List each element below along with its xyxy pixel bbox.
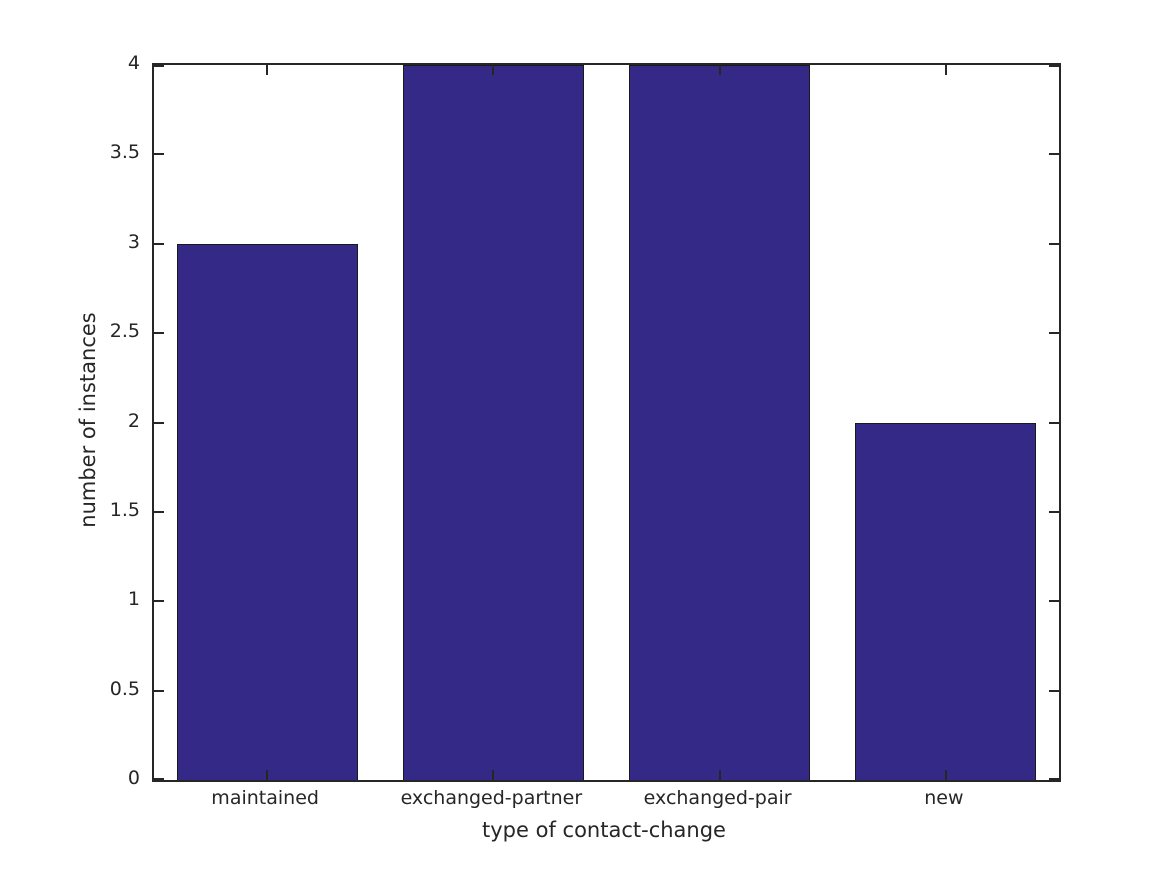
x-tick-bottom — [266, 770, 269, 780]
y-tick-right — [1049, 689, 1059, 692]
y-tick-left — [154, 65, 164, 67]
x-tick-top — [944, 65, 947, 75]
x-tick-label: maintained — [211, 787, 319, 809]
y-tick-right — [1049, 332, 1059, 335]
x-tick-label: exchanged-partner — [400, 787, 583, 809]
bar-maintained — [176, 243, 358, 780]
y-tick-right — [1049, 510, 1059, 513]
x-tick-top — [266, 65, 269, 75]
y-tick-label: 4 — [127, 52, 140, 74]
y-tick-right — [1049, 778, 1059, 780]
y-tick-label: 2.5 — [109, 320, 140, 343]
x-tick-label: new — [924, 787, 964, 809]
y-tick-right — [1049, 421, 1059, 424]
y-tick-label: 0.5 — [109, 677, 140, 700]
x-axis-label: type of contact-change — [482, 818, 726, 842]
y-tick-label: 3.5 — [109, 141, 140, 164]
y-tick-left — [154, 600, 164, 603]
x-tick-bottom — [944, 770, 947, 780]
x-tick-bottom — [718, 770, 721, 780]
y-tick-right — [1049, 153, 1059, 156]
y-tick-left — [154, 421, 164, 424]
y-tick-label: 0 — [127, 767, 140, 789]
y-tick-left — [154, 153, 164, 156]
x-tick-label: exchanged-pair — [643, 787, 792, 809]
x-tick-top — [492, 65, 495, 75]
plot-area — [152, 63, 1061, 782]
x-tick-top — [718, 65, 721, 75]
y-tick-left — [154, 689, 164, 692]
y-tick-left — [154, 778, 164, 780]
y-tick-label: 1 — [127, 588, 140, 611]
y-tick-left — [154, 510, 164, 513]
bar-new — [855, 422, 1037, 780]
y-tick-left — [154, 332, 164, 335]
y-tick-label: 2 — [127, 409, 140, 432]
y-tick-right — [1049, 65, 1059, 67]
y-tick-left — [154, 242, 164, 245]
y-tick-label: 3 — [127, 230, 140, 253]
bar-exchanged-pair — [629, 65, 811, 780]
x-tick-bottom — [492, 770, 495, 780]
y-tick-label: 1.5 — [109, 498, 140, 521]
bar-exchanged-partner — [402, 65, 584, 780]
y-tick-right — [1049, 242, 1059, 245]
y-tick-right — [1049, 600, 1059, 603]
